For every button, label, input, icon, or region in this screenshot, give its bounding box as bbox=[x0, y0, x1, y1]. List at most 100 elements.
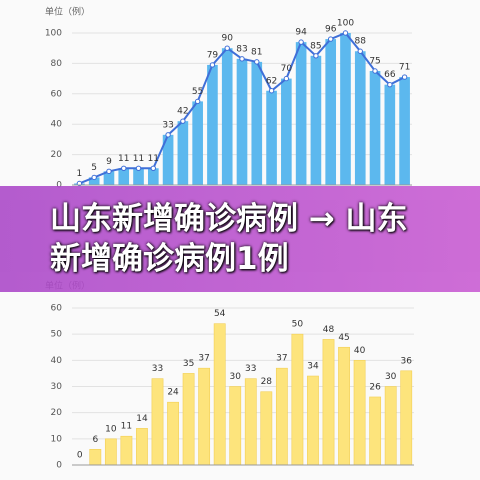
bar bbox=[182, 373, 195, 466]
y-tick-label: 20 bbox=[51, 150, 63, 160]
bar bbox=[369, 396, 382, 466]
bar bbox=[295, 42, 307, 186]
bar bbox=[310, 55, 322, 185]
point bbox=[106, 168, 112, 175]
point bbox=[254, 59, 260, 65]
point bbox=[283, 75, 290, 82]
point bbox=[135, 165, 142, 171]
bar bbox=[369, 71, 381, 185]
bar bbox=[198, 367, 211, 466]
point bbox=[298, 39, 304, 45]
point bbox=[209, 62, 216, 68]
value-label: 79 bbox=[207, 50, 219, 60]
value-label: 26 bbox=[369, 382, 381, 392]
value-label: 36 bbox=[401, 356, 413, 366]
bar bbox=[291, 333, 304, 466]
bar bbox=[322, 339, 335, 466]
value-label: 34 bbox=[307, 362, 319, 372]
value-label: 40 bbox=[354, 346, 366, 356]
point bbox=[387, 81, 393, 88]
point bbox=[372, 68, 378, 74]
y-tick-label: 60 bbox=[51, 89, 63, 99]
bar bbox=[167, 401, 179, 466]
bar bbox=[275, 367, 288, 466]
value-label: 83 bbox=[236, 44, 247, 54]
bar bbox=[338, 346, 350, 466]
bar bbox=[251, 61, 263, 185]
value-label: 37 bbox=[276, 354, 287, 364]
bar bbox=[400, 370, 413, 466]
y-tick-label: 50 bbox=[51, 330, 63, 340]
bar bbox=[384, 84, 396, 185]
bar bbox=[281, 78, 292, 185]
value-label: 11 bbox=[148, 154, 159, 164]
value-label: 75 bbox=[369, 57, 380, 67]
bar bbox=[151, 378, 164, 466]
point bbox=[180, 118, 186, 124]
value-label: 45 bbox=[338, 333, 349, 343]
bar bbox=[221, 48, 233, 186]
bar bbox=[177, 121, 189, 185]
y-tick-label: 10 bbox=[51, 434, 63, 444]
bar bbox=[236, 58, 248, 186]
bar bbox=[162, 134, 174, 185]
bar bbox=[353, 360, 366, 466]
y-axis-label: 单位（例） bbox=[45, 6, 90, 18]
point bbox=[239, 56, 245, 62]
value-label: 96 bbox=[325, 25, 337, 35]
bar bbox=[104, 438, 117, 466]
bar bbox=[260, 391, 273, 466]
value-label: 11 bbox=[118, 154, 129, 164]
point bbox=[313, 53, 319, 59]
bar bbox=[229, 386, 242, 466]
y-tick-label: 40 bbox=[51, 356, 63, 366]
bar bbox=[266, 90, 277, 185]
value-label: 33 bbox=[152, 364, 163, 374]
bar bbox=[89, 448, 102, 466]
value-label: 62 bbox=[266, 76, 277, 86]
value-label: 11 bbox=[121, 422, 132, 432]
bar bbox=[118, 168, 130, 185]
value-label: 42 bbox=[177, 107, 188, 117]
bar bbox=[103, 171, 115, 185]
bar bbox=[244, 378, 257, 466]
point bbox=[342, 30, 349, 36]
value-label: 54 bbox=[214, 309, 226, 319]
bar bbox=[399, 77, 410, 185]
point bbox=[150, 165, 157, 171]
y-tick-label: 30 bbox=[51, 382, 63, 392]
y-tick-label: 100 bbox=[45, 29, 62, 39]
value-label: 55 bbox=[192, 87, 203, 97]
value-label: 30 bbox=[230, 372, 242, 382]
y-tick-label: 40 bbox=[51, 120, 63, 130]
value-label: 0 bbox=[77, 451, 83, 461]
y-tick-label: 80 bbox=[51, 59, 63, 69]
value-label: 90 bbox=[221, 34, 233, 44]
point bbox=[224, 45, 230, 51]
point bbox=[194, 98, 201, 105]
bar bbox=[213, 323, 226, 466]
y-tick-label: 60 bbox=[51, 304, 63, 314]
y-tick-label: 20 bbox=[51, 408, 63, 418]
value-label: 33 bbox=[245, 364, 256, 374]
banner-text: 山东新增确诊病例 → 山东新增确诊病例1例 bbox=[50, 201, 408, 277]
bar bbox=[147, 168, 159, 185]
banner: 山东新增确诊病例 → 山东新增确诊病例1例 bbox=[0, 186, 480, 292]
bar bbox=[384, 386, 397, 466]
value-label: 85 bbox=[310, 41, 321, 51]
point bbox=[401, 74, 408, 80]
point bbox=[357, 48, 363, 54]
value-label: 14 bbox=[136, 414, 148, 424]
point bbox=[327, 36, 334, 42]
value-label: 35 bbox=[183, 359, 194, 369]
bar bbox=[307, 375, 319, 466]
value-label: 24 bbox=[167, 388, 179, 398]
bar bbox=[207, 64, 218, 185]
value-label: 10 bbox=[105, 424, 117, 434]
value-label: 11 bbox=[133, 154, 144, 164]
value-label: 28 bbox=[261, 377, 273, 387]
value-label: 94 bbox=[295, 28, 307, 38]
value-label: 66 bbox=[384, 70, 396, 80]
